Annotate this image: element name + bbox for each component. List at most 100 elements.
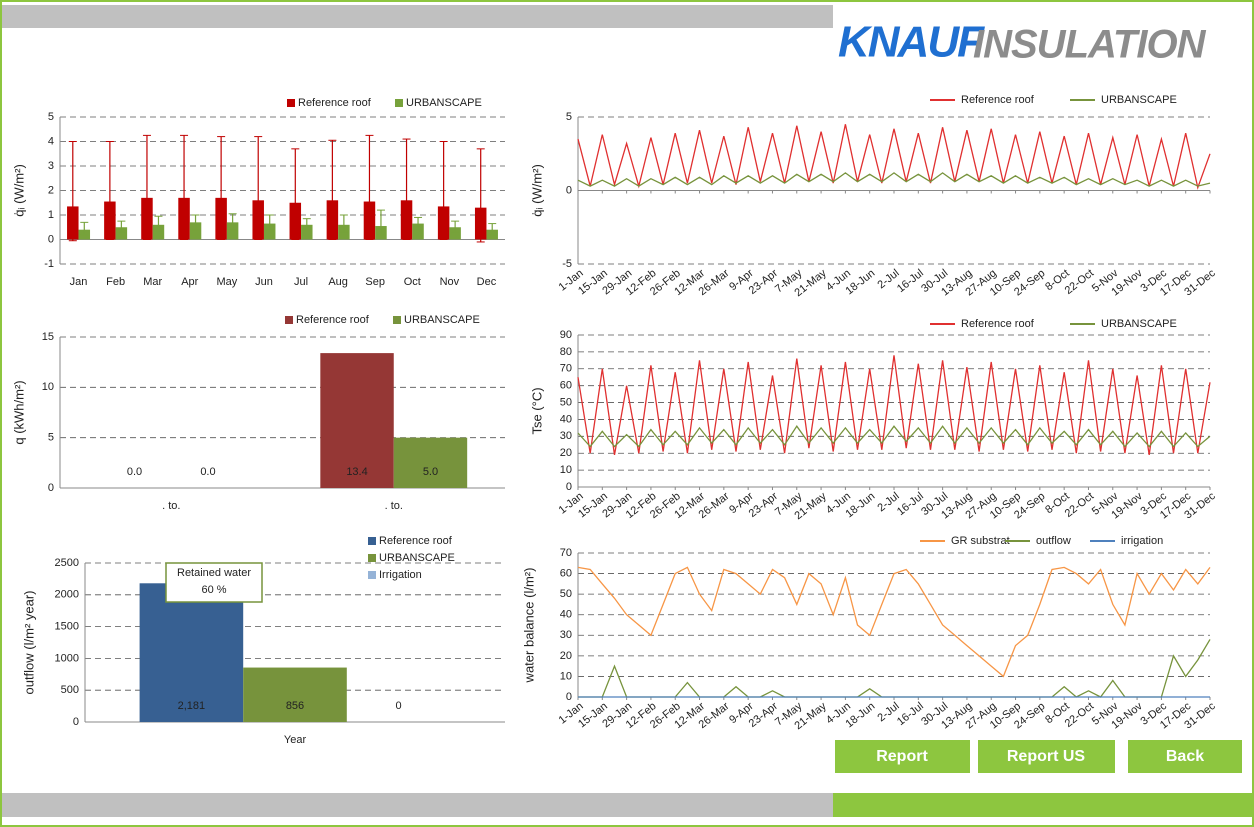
- back-button-label[interactable]: Back: [1166, 748, 1204, 765]
- y-tick-label: 1000: [55, 652, 79, 664]
- legend-swatch: [395, 99, 403, 107]
- x-tick-label: Jan: [70, 276, 88, 288]
- data-label: 5.0: [423, 466, 438, 478]
- y-axis-label: q (kWh/m²): [11, 380, 26, 444]
- report-us-button[interactable]: [978, 740, 1115, 773]
- legend-swatch: [393, 316, 401, 324]
- legend-swatch: [368, 571, 376, 579]
- legend-label: Reference roof: [379, 535, 453, 547]
- legend-label: URBANSCAPE: [404, 314, 480, 326]
- y-tick-label: 90: [560, 329, 572, 341]
- x-tick-label: Year: [284, 734, 307, 746]
- bar: [263, 223, 276, 240]
- data-label: 856: [286, 700, 304, 712]
- bar: [139, 583, 244, 722]
- y-tick-label: 20: [560, 650, 572, 662]
- x-tick-label: May: [216, 276, 237, 288]
- data-label: 13.4: [346, 466, 367, 478]
- y-tick-label: 0: [48, 233, 54, 245]
- x-tick-label: Dec: [477, 276, 497, 288]
- report-button[interactable]: [835, 740, 970, 773]
- bar: [449, 227, 461, 240]
- bar: [243, 667, 347, 722]
- data-label: 0.0: [200, 466, 215, 478]
- legend-label: Reference roof: [961, 318, 1035, 330]
- report-button-label[interactable]: Report: [876, 748, 928, 765]
- y-tick-label: 2: [48, 184, 54, 196]
- series-line: [577, 124, 1211, 190]
- y-tick-label: 500: [61, 684, 79, 696]
- y-tick-label: 0: [566, 184, 572, 196]
- x-tick-label: Jun: [255, 276, 273, 288]
- y-tick-label: 5: [48, 432, 54, 444]
- y-tick-label: -1: [44, 258, 54, 270]
- bar: [226, 222, 239, 240]
- legend-label: GR substrat: [951, 535, 1010, 547]
- bar: [115, 227, 128, 240]
- y-tick-label: 50: [560, 396, 572, 408]
- x-tick-label: Sep: [365, 276, 385, 288]
- legend-label: URBANSCAPE: [1101, 318, 1177, 330]
- logo-brand: KNAUF: [838, 18, 985, 67]
- x-tick-label: . to.: [162, 500, 180, 512]
- y-tick-label: 15: [42, 331, 54, 343]
- y-tick-label: 2000: [55, 589, 79, 601]
- y-tick-label: 60: [560, 567, 572, 579]
- bar: [320, 353, 394, 488]
- y-tick-label: 40: [560, 609, 572, 621]
- y-axis-label: q̇ᵢ (W/m²): [11, 164, 26, 217]
- y-tick-label: -5: [562, 258, 572, 270]
- bottom-bar-green: [833, 793, 1252, 817]
- y-tick-label: 30: [560, 629, 572, 641]
- y-tick-label: 40: [560, 413, 572, 425]
- legend-label: Reference roof: [961, 94, 1035, 106]
- y-tick-label: 1: [48, 209, 54, 221]
- data-label: 2,181: [178, 700, 206, 712]
- bar: [393, 437, 468, 488]
- x-tick-label: Apr: [181, 276, 198, 288]
- bar: [301, 224, 313, 240]
- y-tick-label: 0: [566, 691, 572, 703]
- legend-label: Reference roof: [298, 97, 372, 109]
- logo-product: INSULATION: [973, 23, 1207, 67]
- y-tick-label: 0: [48, 482, 54, 494]
- annotation-box: [165, 562, 263, 603]
- x-tick-label: Aug: [328, 276, 348, 288]
- x-tick-label: Nov: [440, 276, 460, 288]
- legend-label: Irrigation: [379, 569, 422, 581]
- y-axis-label: outflow (l/m² year): [21, 590, 36, 694]
- bar: [412, 223, 424, 240]
- legend-swatch: [287, 99, 295, 107]
- legend-swatch: [368, 537, 376, 545]
- series-line: [577, 355, 1211, 456]
- legend-swatch: [368, 554, 376, 562]
- top-bar: [2, 5, 833, 28]
- annotation-value: 60 %: [201, 584, 226, 596]
- x-tick-label: Feb: [106, 276, 125, 288]
- bar: [152, 224, 165, 240]
- y-tick-label: 50: [560, 588, 572, 600]
- back-button[interactable]: [1128, 740, 1242, 773]
- legend-label: outflow: [1036, 535, 1071, 547]
- x-tick-label: . to.: [385, 500, 403, 512]
- annotation-title: Retained water: [177, 567, 251, 579]
- y-tick-label: 60: [560, 380, 572, 392]
- data-label: 0: [396, 700, 402, 712]
- y-tick-label: 10: [560, 464, 572, 476]
- legend-swatch: [285, 316, 293, 324]
- y-tick-label: 0: [73, 716, 79, 728]
- report-us-button-label[interactable]: Report US: [1007, 748, 1086, 765]
- y-tick-label: 1500: [55, 621, 79, 633]
- y-tick-label: 5: [48, 111, 54, 123]
- bar: [189, 222, 202, 240]
- x-tick-label: Jul: [294, 276, 308, 288]
- y-tick-label: 70: [560, 547, 572, 559]
- y-tick-label: 10: [560, 670, 572, 682]
- y-axis-label: water balance (l/m²): [521, 568, 536, 684]
- y-tick-label: 30: [560, 430, 572, 442]
- x-tick-label: Mar: [143, 276, 162, 288]
- legend-label: URBANSCAPE: [379, 552, 455, 564]
- legend-label: URBANSCAPE: [406, 97, 482, 109]
- legend-label: URBANSCAPE: [1101, 94, 1177, 106]
